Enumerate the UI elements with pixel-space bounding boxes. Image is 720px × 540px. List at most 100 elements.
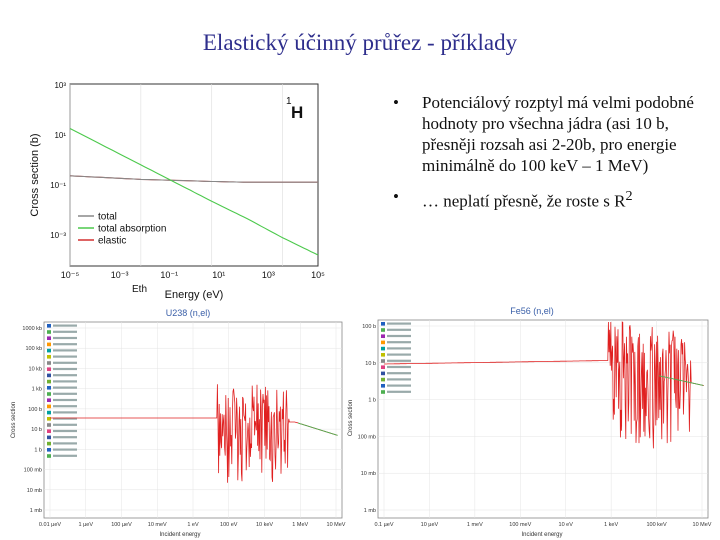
legend-entry <box>387 390 411 393</box>
legend-swatch <box>47 367 51 371</box>
legend-swatch <box>381 328 385 332</box>
legend-swatch <box>47 392 51 396</box>
x-tick-label: 100 µeV <box>111 522 132 528</box>
legend-swatch <box>47 373 51 378</box>
legend-swatch <box>47 398 51 402</box>
legend-swatch <box>381 346 385 351</box>
y-tick-label: 100 mb <box>358 434 376 440</box>
legend-swatch <box>47 441 51 446</box>
hydrogen-cross-section-chart: 10⁻⁵ 10⁻³ 10⁻¹ 10¹ 10³ 10⁵ 10³ 10¹ 10⁻¹ 10⁻³ tota… <box>29 81 325 301</box>
legend-swatch <box>381 390 385 394</box>
x-tick-label: 10⁵ <box>311 270 325 280</box>
y-tick-label: 1 mb <box>30 508 42 514</box>
y-tick-label: 1 b <box>368 398 376 404</box>
legend-swatch <box>381 353 385 357</box>
bullet-marker: • <box>393 187 399 206</box>
legend-entry <box>53 436 77 439</box>
y-tick-label: 10³ <box>54 81 66 90</box>
legend-swatch <box>47 379 51 384</box>
y-tick-label: 10⁻¹ <box>50 181 66 190</box>
legend-entry <box>53 405 77 408</box>
legend-entry <box>53 386 77 389</box>
legend-swatch <box>47 454 51 458</box>
x-tick-label: 1 µeV <box>79 522 94 528</box>
series-lines <box>384 321 704 449</box>
y-axis-label: Cross section <box>348 400 354 436</box>
legend-entry <box>53 398 77 402</box>
y-tick-label: 10 b <box>31 427 42 433</box>
legend-entry <box>53 343 77 346</box>
bullet-text: … neplatí přesně, že roste s R <box>422 191 626 211</box>
legend-entry <box>387 384 411 387</box>
legend-label: total <box>98 212 117 223</box>
y-tick-label: 100 b <box>362 324 376 330</box>
x-tick-label: 100 keV <box>646 522 667 528</box>
x-tick-label: 10 µeV <box>421 522 439 528</box>
x-tick-label: 10⁻³ <box>111 270 129 280</box>
y-tick-label: 100 b <box>28 407 42 413</box>
fe56-elastic-chart: Fe56 (n,el) 0.1 µeV 10 µeV 1 meV 100 meV 10 … <box>348 306 712 538</box>
legend-swatch <box>47 342 51 347</box>
legend-entry <box>53 417 77 420</box>
legend-swatch <box>47 361 51 365</box>
bullet-list: • Potenciálový rozptyl má velmi podobné … <box>393 92 713 222</box>
series-line-total <box>69 175 318 183</box>
nuclide-mass-label: 1 <box>286 96 292 107</box>
legend-entry <box>53 411 77 414</box>
y-tick-label: 1 mb <box>364 508 376 514</box>
legend-swatch <box>47 417 51 421</box>
legend-entry <box>53 380 77 383</box>
legend-swatch <box>47 324 51 328</box>
series-line-evaluations <box>658 375 704 386</box>
bullet-marker: • <box>393 93 399 112</box>
legend-entry <box>387 347 411 350</box>
legend-entry <box>53 423 77 426</box>
legend-entry <box>387 341 411 344</box>
threshold-marker-label: Eth <box>132 284 147 295</box>
x-tick-label: 10 MeV <box>327 522 346 528</box>
x-tick-label: 1 meV <box>467 522 483 528</box>
bullet-item: • … neplatí přesně, že roste s R2 <box>393 186 713 212</box>
slide-title: Elastický účinný průřez - příklady <box>202 30 518 55</box>
legend-swatch <box>47 355 51 359</box>
legend-swatch <box>47 330 51 334</box>
legend-entry <box>53 392 77 395</box>
legend-swatch <box>47 386 51 390</box>
y-tick-label: 100 kb <box>25 346 42 352</box>
legend-entry <box>387 322 411 325</box>
bullet-item: • Potenciálový rozptyl má velmi podobné … <box>393 92 713 176</box>
legend-swatch <box>47 348 51 353</box>
legend-swatch <box>47 404 51 409</box>
series-line-U238 <box>50 384 338 483</box>
series-lines <box>69 128 319 256</box>
y-axis-label: Cross section (b) <box>29 133 41 216</box>
x-tick-label: 10 eV <box>559 522 574 528</box>
nuclide-label: H <box>291 103 303 122</box>
y-tick-label: 10 kb <box>29 366 42 372</box>
chart-title: U238 (n,el) <box>166 308 211 318</box>
legend-swatch <box>381 340 385 345</box>
x-axis-label: Incident energy <box>159 532 200 538</box>
legend-entry <box>53 374 77 377</box>
bullet-superscript: 2 <box>625 188 633 204</box>
axis-ticks: 0.1 µeV 10 µeV 1 meV 100 meV 10 eV 1 keV 100 k… <box>358 324 712 528</box>
legend-entry <box>53 361 77 364</box>
x-tick-label: 10⁻¹ <box>160 270 178 280</box>
x-tick-label: 100 eV <box>220 522 238 528</box>
axis-ticks: 0.01 µeV 1 µeV 100 µeV 10 meV 1 eV 100 eV 10 k… <box>22 326 345 528</box>
y-tick-label: 100 mb <box>24 468 42 474</box>
legend-entry <box>53 448 77 451</box>
legend-entry <box>387 328 411 331</box>
legend-swatch <box>381 365 385 369</box>
legend-swatch <box>381 334 385 338</box>
legend-entry <box>53 330 77 333</box>
legend-swatch <box>47 435 51 440</box>
legend-entry <box>53 336 77 340</box>
plot-frame <box>377 319 709 519</box>
legend <box>47 324 77 458</box>
x-tick-label: 0.1 µeV <box>374 522 393 528</box>
bullet-text: Potenciálový rozptyl má velmi podobné ho… <box>422 93 694 175</box>
legend-swatch <box>47 410 51 415</box>
legend <box>381 322 411 394</box>
series-lines <box>50 384 338 483</box>
